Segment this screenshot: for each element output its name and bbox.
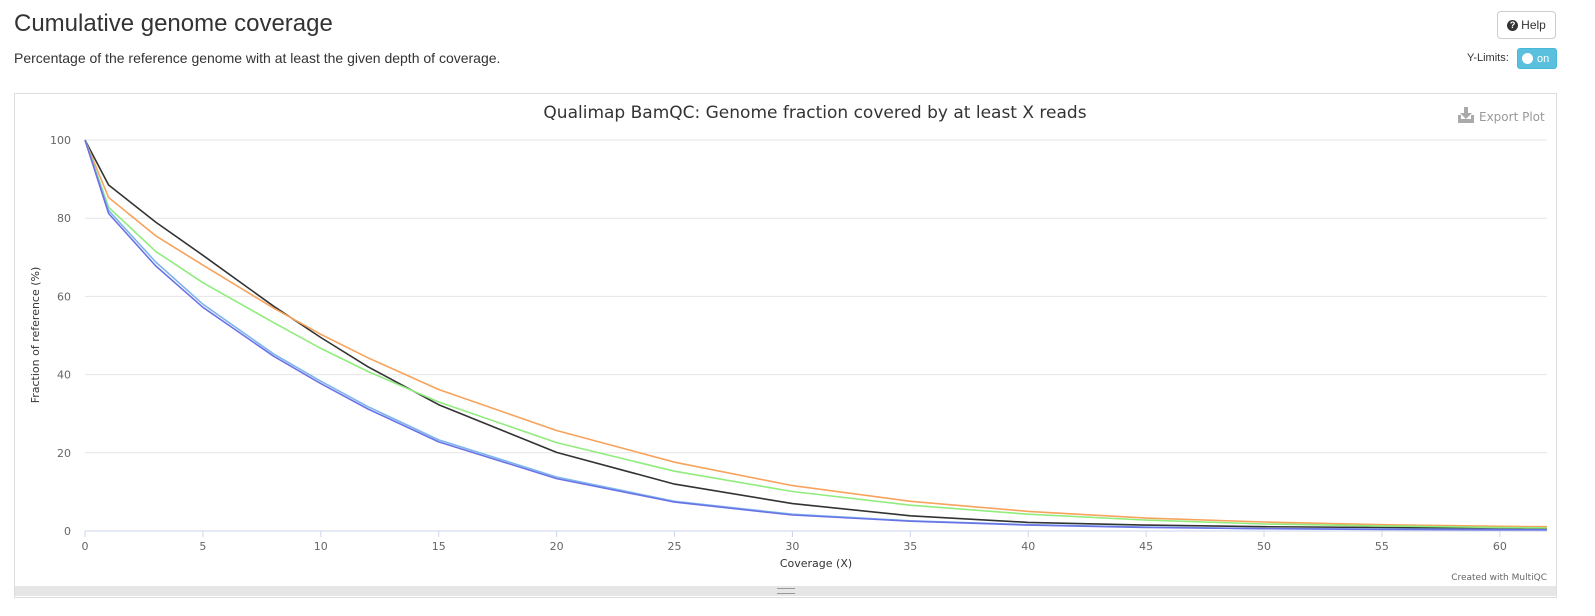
- series-line-2[interactable]: [84, 139, 1548, 528]
- y-tick-label: 20: [57, 447, 71, 460]
- x-tick-label: 35: [903, 540, 917, 553]
- series-lines: [84, 139, 1548, 531]
- download-icon: [1458, 107, 1474, 123]
- series-line-1[interactable]: [84, 139, 1548, 530]
- y-tick-label: 100: [50, 134, 71, 147]
- y-axis-label: Fraction of reference (%): [29, 267, 42, 404]
- x-tick-label: 15: [432, 540, 446, 553]
- y-tick-labels: 0 20 40 60 80 100: [50, 134, 71, 538]
- export-plot-label: Export Plot: [1479, 110, 1545, 124]
- x-tick-label: 50: [1257, 540, 1271, 553]
- x-tick-label: 55: [1375, 540, 1389, 553]
- x-tick-label: 5: [199, 540, 206, 553]
- series-line-3[interactable]: [84, 139, 1548, 529]
- chart-title: Qualimap BamQC: Genome fraction covered …: [543, 103, 1086, 123]
- page-description: Percentage of the reference genome with …: [14, 50, 501, 66]
- x-tick-labels: 0 5 10 15 20 25 30 35 40 45 50 55 60: [82, 531, 1507, 553]
- help-button[interactable]: ? Help: [1497, 11, 1556, 39]
- y-tick-label: 80: [57, 212, 71, 225]
- x-axis-label: Coverage (X): [780, 557, 852, 570]
- x-tick-label: 0: [82, 540, 89, 553]
- plot-container: Qualimap BamQC: Genome fraction covered …: [14, 93, 1557, 598]
- help-button-label: Help: [1521, 18, 1546, 32]
- x-tick-label: 40: [1021, 540, 1035, 553]
- y-tick-label: 40: [57, 369, 71, 382]
- x-tick-label: 10: [314, 540, 328, 553]
- x-tick-label: 25: [668, 540, 682, 553]
- y-tick-label: 0: [64, 525, 71, 538]
- series-line-4[interactable]: [84, 139, 1548, 531]
- question-circle-icon: ?: [1507, 19, 1519, 31]
- ylimits-toggle[interactable]: on: [1517, 48, 1557, 69]
- export-plot-button[interactable]: Export Plot: [1458, 107, 1545, 124]
- coverage-chart: Qualimap BamQC: Genome fraction covered …: [29, 103, 1548, 583]
- x-tick-label: 60: [1493, 540, 1507, 553]
- credit-label: Created with MultiQC: [1451, 573, 1547, 583]
- x-tick-label: 20: [550, 540, 564, 553]
- series-line-5[interactable]: [84, 139, 1547, 531]
- x-tick-label: 45: [1139, 540, 1153, 553]
- resize-grip-icon: [776, 588, 795, 594]
- grid-lines: [85, 139, 1547, 454]
- ylimits-label: Y-Limits:: [1467, 52, 1509, 64]
- resize-handle[interactable]: [15, 586, 1556, 596]
- toggle-state-label: on: [1537, 52, 1550, 65]
- page-title: Cumulative genome coverage: [14, 10, 333, 37]
- x-tick-label: 30: [785, 540, 799, 553]
- toggle-knob: [1522, 53, 1533, 64]
- y-tick-label: 60: [57, 290, 71, 303]
